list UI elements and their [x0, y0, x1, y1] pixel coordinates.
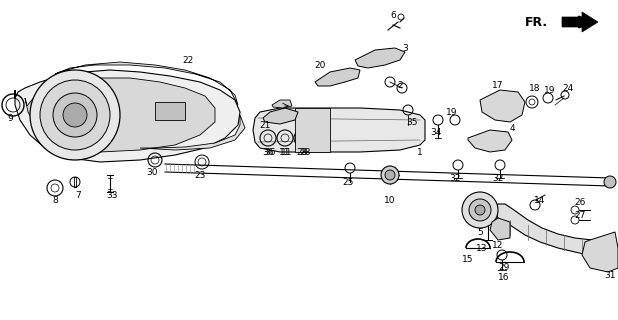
- Circle shape: [475, 205, 485, 215]
- Text: 27: 27: [574, 211, 586, 220]
- Polygon shape: [562, 12, 598, 32]
- Text: 28: 28: [299, 148, 311, 156]
- Text: 25: 25: [342, 178, 353, 187]
- Circle shape: [469, 199, 491, 221]
- Polygon shape: [263, 108, 298, 124]
- Text: 17: 17: [493, 81, 504, 90]
- Text: 7: 7: [75, 190, 81, 199]
- Text: 21: 21: [260, 121, 271, 130]
- Text: 24: 24: [562, 84, 574, 92]
- Circle shape: [53, 93, 97, 137]
- Text: 1: 1: [417, 148, 423, 156]
- Polygon shape: [582, 232, 618, 272]
- Polygon shape: [490, 218, 510, 240]
- Text: 22: 22: [182, 55, 193, 65]
- Polygon shape: [15, 70, 240, 162]
- Text: 28: 28: [296, 148, 308, 156]
- Text: 6: 6: [390, 11, 396, 20]
- Text: 19: 19: [544, 85, 556, 94]
- Text: 3: 3: [402, 44, 408, 52]
- Circle shape: [381, 166, 399, 184]
- Polygon shape: [468, 130, 512, 152]
- Text: 35: 35: [406, 117, 418, 126]
- Polygon shape: [355, 48, 405, 68]
- Text: 4: 4: [509, 124, 515, 132]
- Circle shape: [604, 176, 616, 188]
- Polygon shape: [295, 108, 330, 152]
- Text: 11: 11: [281, 148, 293, 156]
- Polygon shape: [480, 90, 525, 122]
- Text: 36: 36: [265, 148, 276, 156]
- Text: 2: 2: [397, 81, 403, 90]
- Text: 26: 26: [574, 197, 586, 206]
- Circle shape: [40, 80, 110, 150]
- Text: 16: 16: [498, 274, 510, 283]
- Polygon shape: [155, 102, 185, 120]
- Text: 15: 15: [462, 255, 474, 265]
- Text: 34: 34: [430, 127, 442, 137]
- Polygon shape: [140, 115, 245, 150]
- Polygon shape: [25, 78, 215, 152]
- Text: 32: 32: [449, 173, 460, 182]
- Circle shape: [385, 170, 395, 180]
- Polygon shape: [272, 100, 292, 108]
- Text: 33: 33: [106, 190, 118, 199]
- Polygon shape: [253, 108, 425, 152]
- Text: 19: 19: [446, 108, 458, 116]
- Text: 9: 9: [7, 114, 13, 123]
- Circle shape: [462, 192, 498, 228]
- Text: 10: 10: [384, 196, 396, 204]
- FancyArrowPatch shape: [568, 17, 589, 27]
- Polygon shape: [495, 204, 615, 258]
- Text: 18: 18: [529, 84, 541, 92]
- Text: 31: 31: [604, 270, 616, 279]
- Circle shape: [63, 103, 87, 127]
- Polygon shape: [55, 62, 238, 105]
- Text: 32: 32: [493, 173, 504, 182]
- Text: 11: 11: [279, 148, 290, 156]
- Text: 5: 5: [477, 228, 483, 236]
- Text: 20: 20: [315, 60, 326, 69]
- Text: 8: 8: [52, 196, 58, 204]
- Polygon shape: [315, 68, 360, 86]
- Text: 23: 23: [194, 171, 206, 180]
- Text: 29: 29: [498, 263, 510, 273]
- Text: 30: 30: [146, 167, 158, 177]
- Text: 13: 13: [476, 244, 488, 252]
- Text: FR.: FR.: [525, 15, 548, 28]
- Text: 12: 12: [493, 241, 504, 250]
- Text: 14: 14: [535, 196, 546, 204]
- Text: 36: 36: [262, 148, 274, 156]
- Circle shape: [30, 70, 120, 160]
